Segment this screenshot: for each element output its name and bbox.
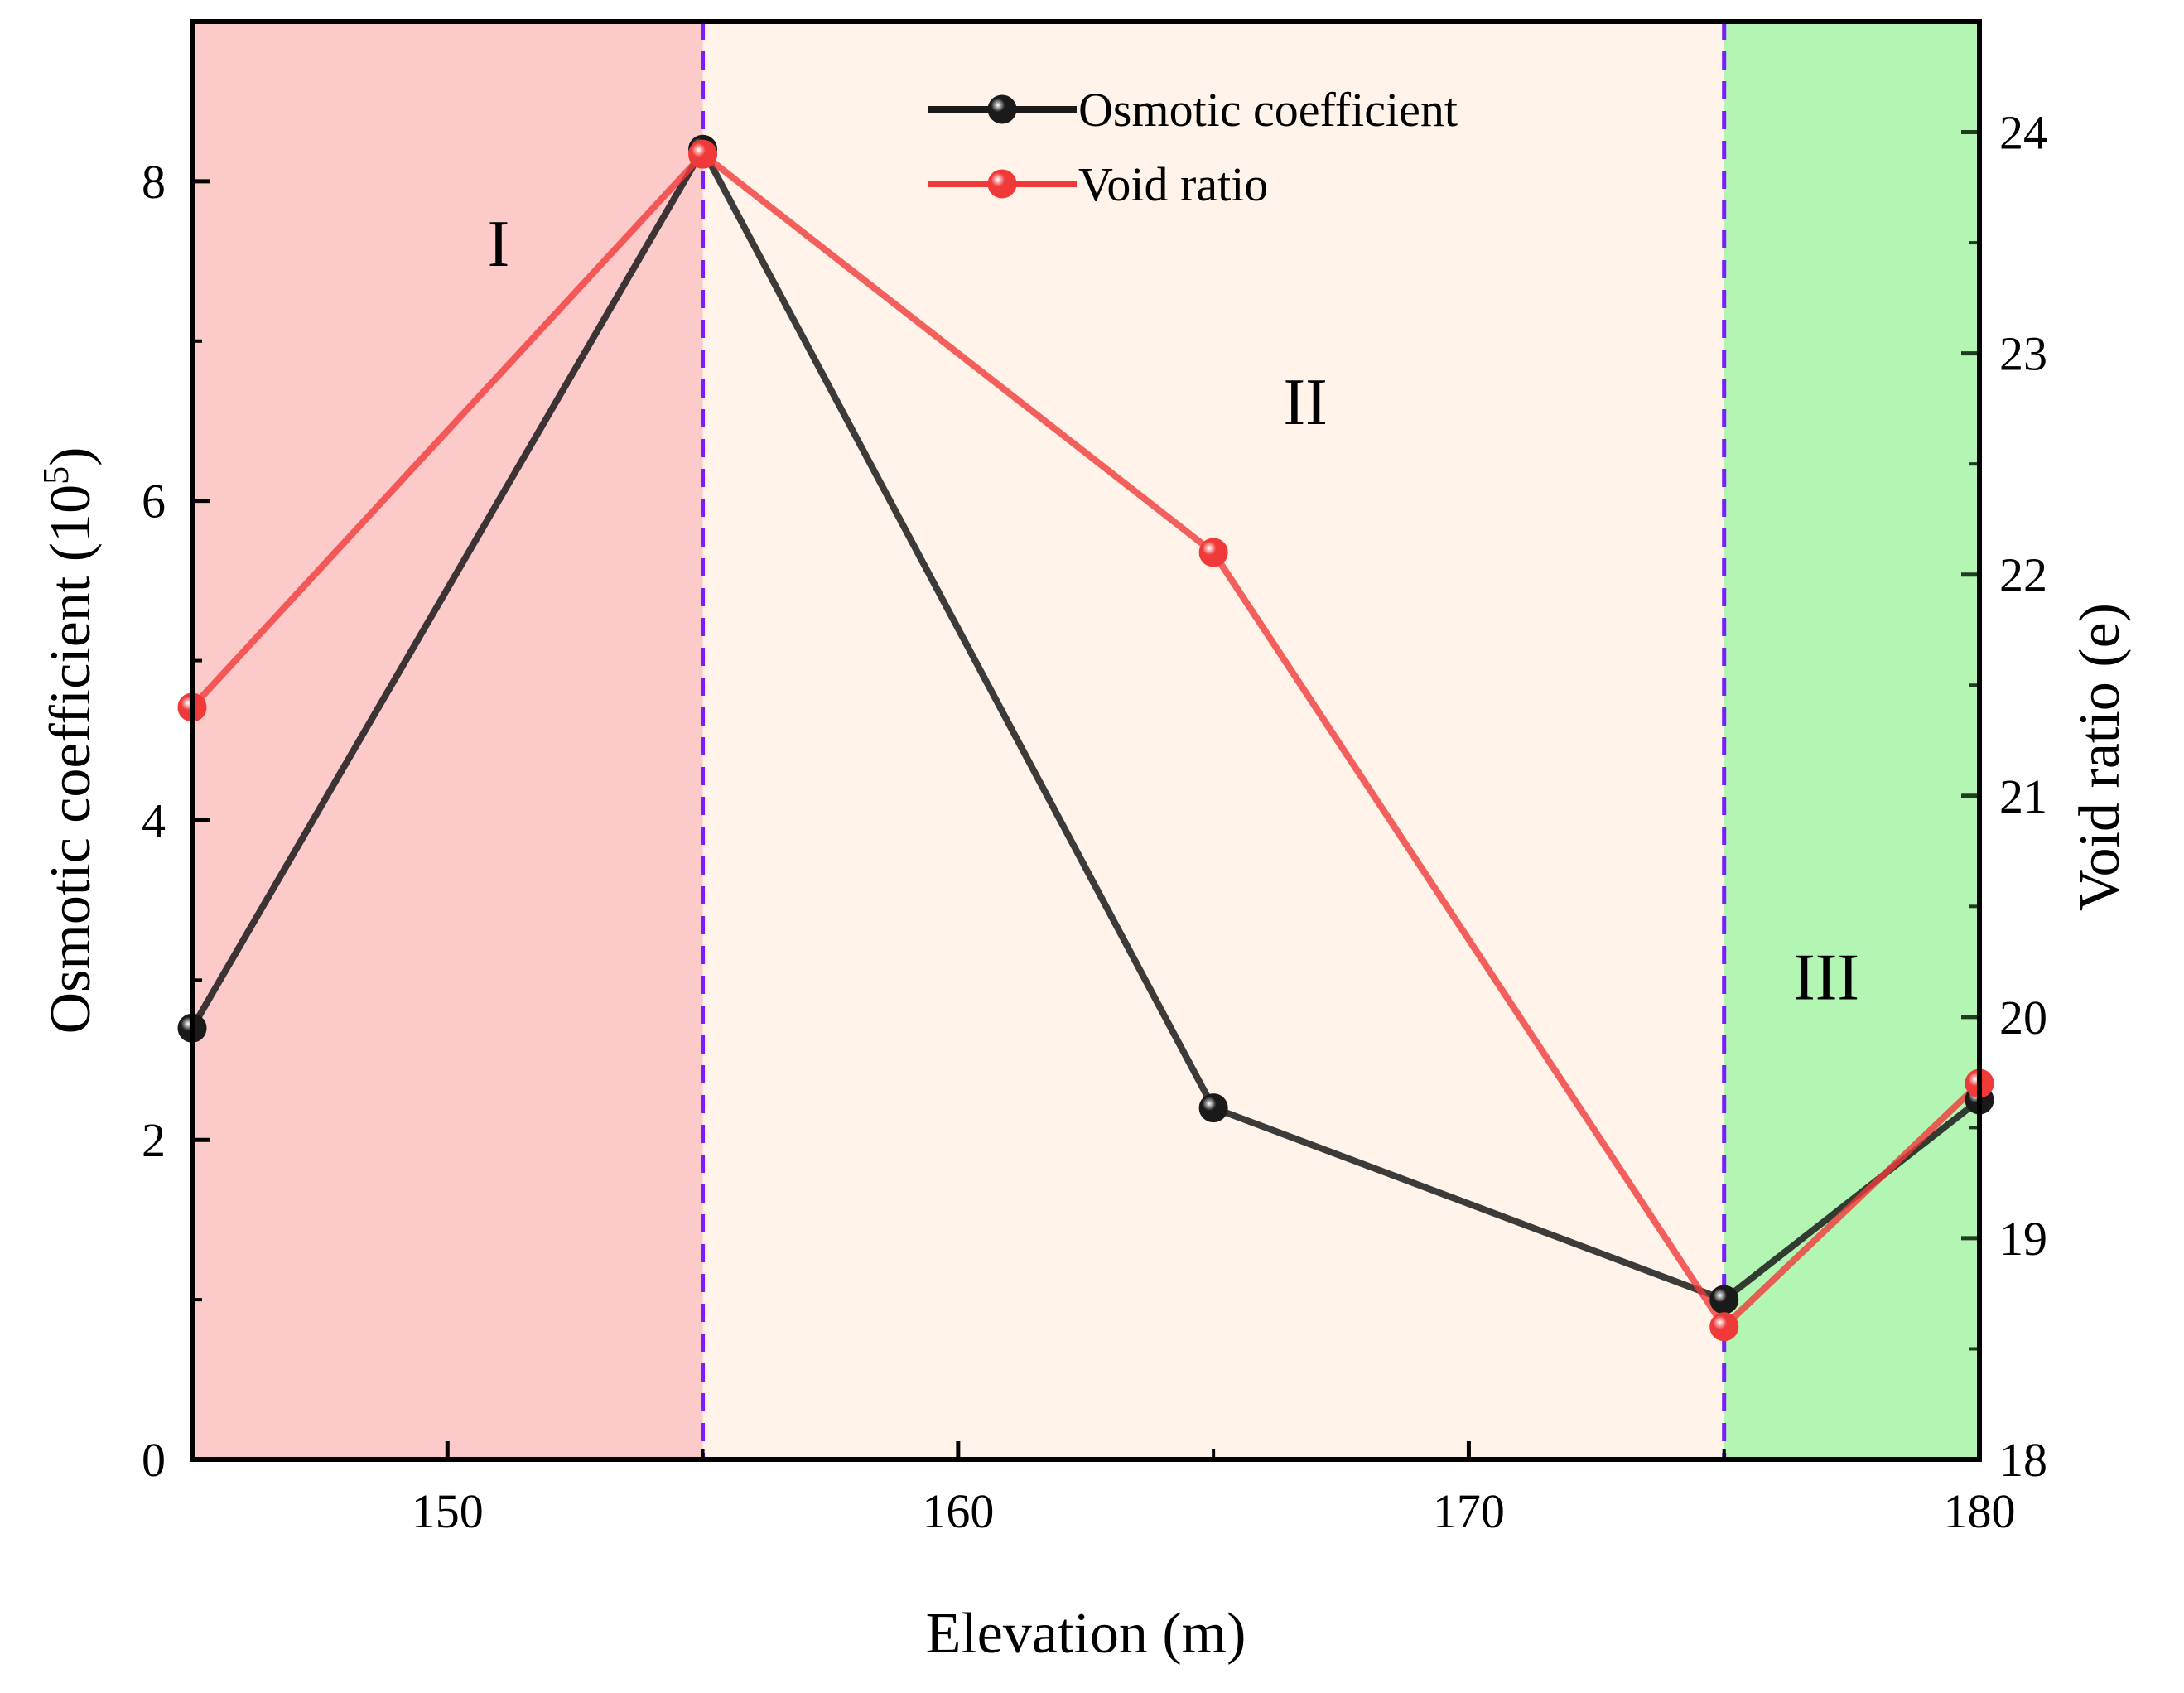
region-label: I [488,208,510,281]
region-band [192,22,703,1459]
legend-swatch-marker [987,94,1017,124]
region-band [702,22,1724,1459]
x-tick-label: 180 [1944,1484,2016,1538]
data-point [1198,538,1228,567]
y-right-tick-label: 18 [1999,1433,2047,1487]
y-axis-left-title-main: Osmotic coefficient (10 [39,485,103,1035]
region-label: II [1283,366,1327,439]
y-right-tick-label: 22 [1999,548,2047,602]
y-axis-left-title-exponent: 5 [36,466,76,485]
y-left-tick-label: 4 [142,793,166,847]
y-left-tick-label: 6 [142,475,166,528]
y-axis-right-title: Void ratio (e) [2068,603,2132,911]
y-left-tick-label: 2 [142,1113,166,1167]
region-boundaries [701,22,1727,1459]
x-axis-title: Elevation (m) [926,1602,1246,1666]
y-left-tick-label: 0 [142,1433,166,1487]
y-left-tick-label: 8 [142,155,166,209]
data-point [1709,1312,1739,1342]
y-axis-left-title-close: ) [39,447,103,466]
data-point [1198,1093,1228,1123]
y-right-tick-label: 20 [1999,991,2047,1044]
data-point [1709,1285,1739,1314]
legend-swatch-marker [987,169,1017,199]
data-point [688,139,718,169]
data-series [177,134,1994,1342]
legend-entry-label: Osmotic coefficient [1078,83,1458,137]
legend-entry-label: Void ratio [1078,157,1268,211]
x-tick-label: 170 [1433,1484,1505,1538]
x-tick-label: 160 [922,1484,994,1538]
background-regions [192,22,1979,1459]
y-axis-left-title: Osmotic coefficient (105) [36,447,103,1035]
legend: Osmotic coefficient Void ratio [928,83,1458,211]
y-right-tick-label: 21 [1999,769,2047,823]
region-label: III [1793,941,1859,1014]
plot-frame [190,19,1982,1462]
y-right-tick-label: 19 [1999,1212,2047,1266]
y-right-tick-label: 24 [1999,106,2047,160]
x-tick-label: 150 [412,1484,484,1538]
y-right-tick-label: 23 [1999,327,2047,381]
region-band [1724,22,1979,1459]
